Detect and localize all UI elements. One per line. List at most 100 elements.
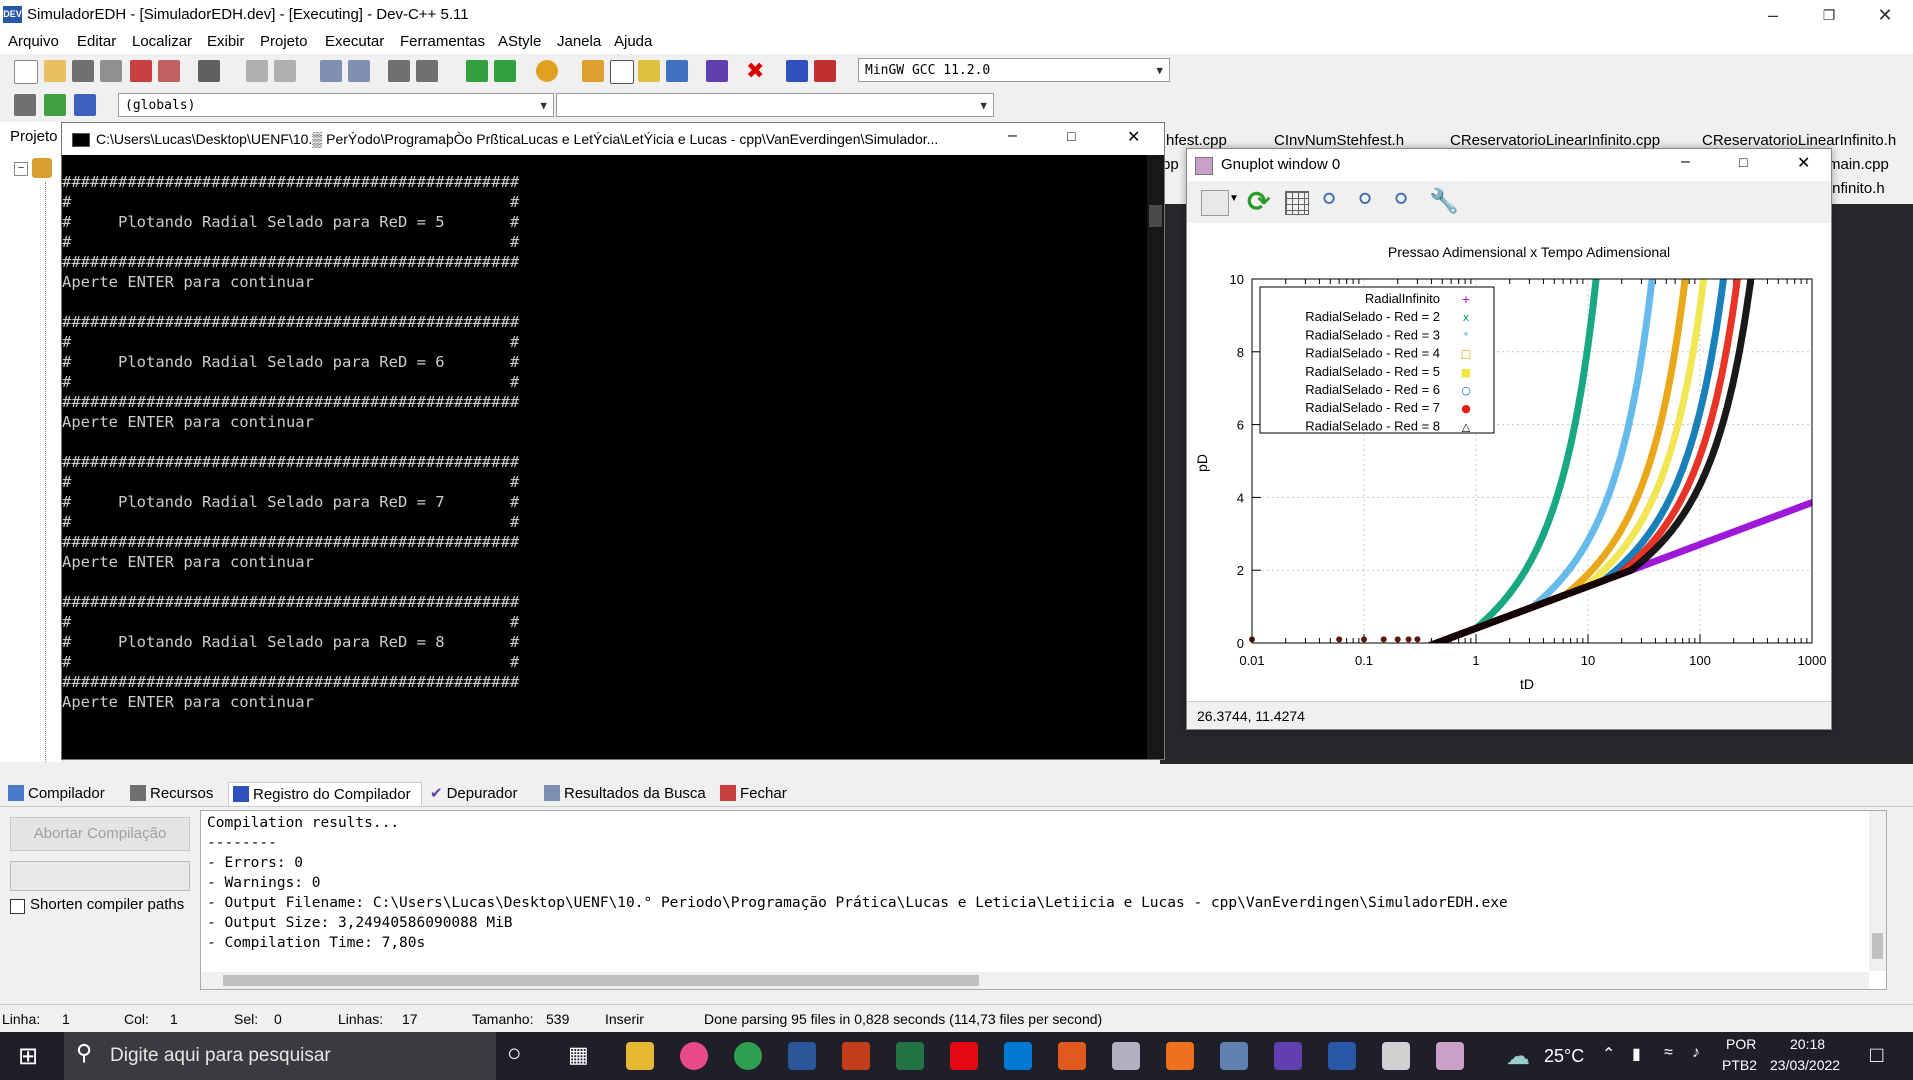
file-explorer-icon[interactable] <box>626 1042 654 1070</box>
menu-arquivo[interactable]: Arquivo <box>8 33 59 50</box>
close-button[interactable]: ✕ <box>1127 129 1141 146</box>
minimize-button[interactable]: – <box>1681 153 1690 170</box>
menu-ajuda[interactable]: Ajuda <box>614 33 653 50</box>
cortana-icon[interactable]: ○ <box>507 1040 522 1067</box>
menu-projeto[interactable]: Projeto <box>260 33 308 50</box>
scroll-thumb[interactable] <box>1872 933 1883 959</box>
replot-icon[interactable]: ⟳ <box>1247 186 1271 217</box>
compiler-select[interactable]: MinGW GCC 11.2.0 ▼ <box>858 58 1170 82</box>
close-all-icon[interactable] <box>158 60 180 82</box>
excel-icon[interactable] <box>896 1042 924 1070</box>
clock-date[interactable]: 23/03/2022 <box>1770 1057 1841 1073</box>
back-icon[interactable] <box>494 60 516 82</box>
autoscale-icon[interactable]: ⚪ <box>1391 186 1412 213</box>
tab-resultados-busca[interactable]: Resultados da Busca <box>544 782 710 806</box>
windows-start-icon[interactable]: ⊞ <box>18 1043 39 1070</box>
grid-icon[interactable] <box>1285 191 1309 215</box>
print-icon[interactable] <box>198 60 220 82</box>
zoom-in-icon[interactable]: ⚪ <box>1355 186 1376 213</box>
profile-icon[interactable] <box>786 60 808 82</box>
matlab-icon[interactable] <box>1058 1042 1086 1070</box>
tree-collapse-icon[interactable]: – <box>14 162 28 176</box>
stop-execution-icon[interactable]: ✖ <box>746 58 765 83</box>
editor-tab[interactable]: hfest.cpp <box>1166 132 1227 149</box>
maximize-button[interactable]: □ <box>1067 128 1076 144</box>
scroll-thumb[interactable] <box>1149 205 1162 227</box>
menu-localizar[interactable]: Localizar <box>132 33 193 50</box>
tab-depurador[interactable]: ✔ Depurador <box>430 785 518 802</box>
compile-icon[interactable] <box>582 60 604 82</box>
volume-icon[interactable]: ♪ <box>1692 1044 1700 1061</box>
editor-tab[interactable]: CInvNumStehfest.h <box>1274 132 1405 149</box>
options-icon[interactable]: 🔧 <box>1429 188 1459 215</box>
redo-icon[interactable] <box>274 60 296 82</box>
language-secondary[interactable]: PTB2 <box>1722 1057 1758 1073</box>
restore-button[interactable]: ❐ <box>1822 7 1836 23</box>
minimize-button[interactable]: – <box>1008 127 1017 144</box>
abort-compilation-button[interactable]: Abortar Compilação <box>10 817 190 851</box>
store-icon[interactable] <box>1004 1042 1032 1070</box>
chevron-up-icon[interactable]: ⌃ <box>1602 1046 1616 1063</box>
delete-profile-icon[interactable] <box>814 60 836 82</box>
visual-studio-icon[interactable] <box>1274 1042 1302 1070</box>
menu-janela[interactable]: Janela <box>557 33 602 50</box>
devcpp-taskbar-icon[interactable] <box>1328 1042 1356 1070</box>
task-view-icon[interactable]: ▦ <box>568 1042 589 1067</box>
tab-fechar[interactable]: Fechar <box>720 782 800 806</box>
indent-icon[interactable] <box>388 60 410 82</box>
tab-recursos[interactable]: Recursos <box>130 782 220 806</box>
menu-ferramentas[interactable]: Ferramentas <box>400 33 486 50</box>
bookmark-icon[interactable] <box>536 60 558 82</box>
clock-time[interactable]: 20:18 <box>1790 1036 1826 1052</box>
log-vscrollbar[interactable] <box>1869 811 1886 971</box>
log-hscrollbar[interactable] <box>201 972 1869 989</box>
menu-executar[interactable]: Executar <box>325 33 385 50</box>
tab-compilador[interactable]: Compilador <box>8 782 120 806</box>
fl-studio-icon[interactable] <box>1166 1042 1194 1070</box>
gnuplot-window[interactable]: Gnuplot window 0 – □ ✕ ▼ ⟳ ⚪ ⚪ ⚪ 🔧 Press… <box>1186 148 1832 730</box>
rebuild-icon[interactable] <box>666 60 688 82</box>
editor-tab[interactable]: pp <box>1162 156 1179 173</box>
project-tab[interactable]: Projeto <box>10 128 58 145</box>
save-all-icon[interactable] <box>100 60 122 82</box>
notification-icon[interactable]: □ <box>1870 1042 1884 1067</box>
itunes-icon[interactable] <box>680 1042 708 1070</box>
unindent-icon[interactable] <box>416 60 438 82</box>
shorten-paths-checkbox[interactable] <box>10 899 25 914</box>
console-scrollbar[interactable] <box>1147 155 1164 759</box>
function-select[interactable]: ▼ <box>556 93 994 117</box>
goto-declaration-icon[interactable] <box>44 94 66 116</box>
check-syntax-icon[interactable] <box>706 60 728 82</box>
new-file-icon[interactable] <box>14 60 38 84</box>
goto-icon[interactable] <box>466 60 488 82</box>
powerpoint-icon[interactable] <box>842 1042 870 1070</box>
minimize-button[interactable]: – <box>1767 5 1778 25</box>
scroll-thumb[interactable] <box>223 975 979 986</box>
save-icon[interactable] <box>72 60 94 82</box>
chevron-down-icon[interactable]: ▼ <box>1229 193 1239 204</box>
console-window[interactable]: C:\Users\Lucas\Desktop\UENF\10.▒ PerÝodo… <box>61 122 1165 760</box>
maximize-button[interactable]: □ <box>1739 154 1748 170</box>
close-button[interactable]: ✕ <box>1877 5 1893 25</box>
compile-log[interactable]: Compilation results... -------- - Errors… <box>200 810 1887 990</box>
find-icon[interactable] <box>320 60 342 82</box>
copy-icon[interactable] <box>1201 190 1229 216</box>
battery-icon[interactable]: ▮ <box>1632 1046 1641 1063</box>
netflix-icon[interactable] <box>950 1042 978 1070</box>
run-icon[interactable] <box>610 60 634 84</box>
compile-run-icon[interactable] <box>638 60 660 82</box>
editor-tab[interactable]: Infinito.h <box>1828 180 1885 197</box>
word-icon[interactable] <box>788 1042 816 1070</box>
chrome-icon[interactable] <box>734 1042 762 1070</box>
replace-icon[interactable] <box>348 60 370 82</box>
taskbar-search[interactable]: ⚲ Digite aqui para pesquisar <box>64 1032 496 1080</box>
editor-tab[interactable]: CReservatorioLinearInfinito.h <box>1702 132 1897 149</box>
zoom-out-icon[interactable]: ⚪ <box>1319 186 1340 213</box>
open-file-icon[interactable] <box>44 60 66 82</box>
menu-astyle[interactable]: AStyle <box>498 33 542 50</box>
temperature[interactable]: 25°C <box>1544 1046 1585 1066</box>
menu-exibir[interactable]: Exibir <box>207 33 245 50</box>
class-browser-icon[interactable] <box>14 94 36 116</box>
menu-editar[interactable]: Editar <box>77 33 117 50</box>
editor-tab[interactable]: CReservatorioLinearInfinito.cpp <box>1450 132 1661 149</box>
